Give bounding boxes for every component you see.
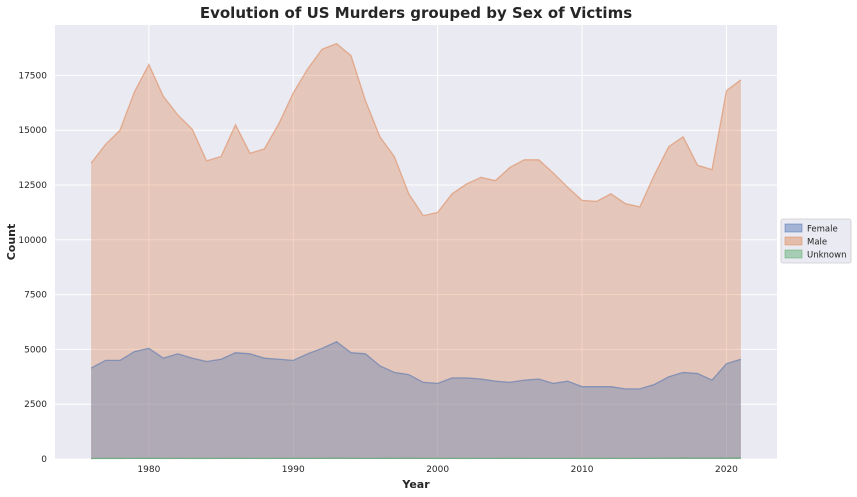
legend-label-male: Male bbox=[807, 238, 827, 248]
line-female bbox=[90, 340, 742, 390]
area-female bbox=[91, 341, 741, 459]
plot-background bbox=[55, 25, 777, 459]
grid bbox=[55, 25, 777, 460]
y-tick-label: 0 bbox=[41, 455, 47, 465]
legend-label-unknown: Unknown bbox=[807, 251, 846, 261]
tick-labels: 0 2500 5000 7500 10000 12500 15000 17500 1980 199… bbox=[18, 71, 738, 475]
y-tick-label: 10000 bbox=[18, 236, 47, 246]
x-tick-label: 2020 bbox=[715, 465, 738, 475]
line-unknown bbox=[91, 457, 741, 460]
legend-box bbox=[780, 218, 852, 264]
legend-swatch-male bbox=[784, 236, 803, 246]
x-tick-label: 1980 bbox=[137, 465, 160, 475]
y-tick-label: 17500 bbox=[18, 71, 47, 81]
y-axis-title: Count bbox=[5, 224, 18, 261]
x-tick-label: 2000 bbox=[426, 465, 449, 475]
x-axis-title: Year bbox=[401, 478, 430, 491]
legend: Female Male Unknown bbox=[780, 218, 852, 264]
y-tick-label: 5000 bbox=[24, 345, 47, 355]
chart-title: Evolution of US Murders grouped by Sex o… bbox=[200, 4, 632, 22]
x-tick-label: 1990 bbox=[282, 465, 305, 475]
y-tick-label: 7500 bbox=[24, 291, 47, 301]
series-areas bbox=[90, 42, 742, 460]
y-tick-label: 2500 bbox=[24, 400, 47, 410]
legend-swatch-female bbox=[784, 223, 803, 233]
legend-swatch-unknown bbox=[784, 249, 803, 259]
legend-label-female: Female bbox=[807, 225, 838, 235]
y-tick-label: 12500 bbox=[18, 181, 47, 191]
x-tick-label: 2010 bbox=[571, 465, 594, 475]
line-male bbox=[90, 42, 742, 217]
y-tick-label: 15000 bbox=[18, 126, 47, 136]
